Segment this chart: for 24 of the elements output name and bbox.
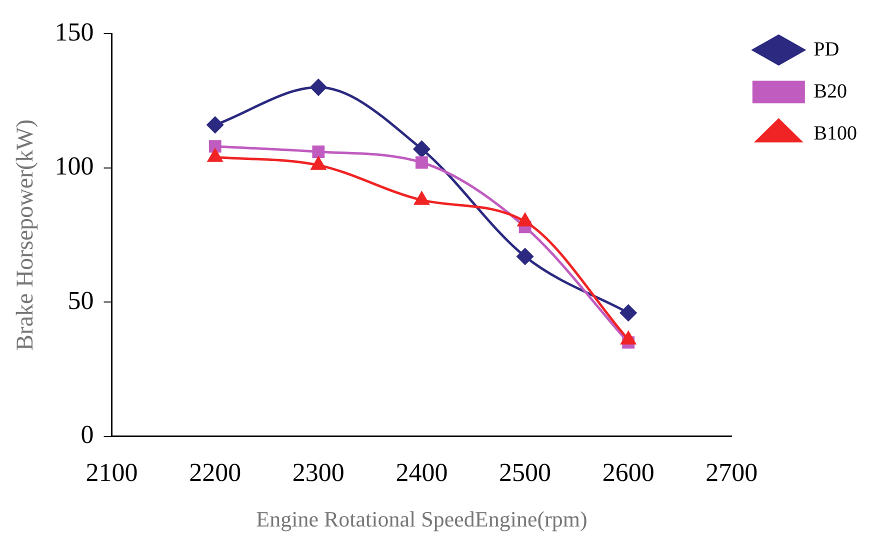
y-tick-label: 0 [80, 420, 94, 450]
x-tick-label: 2700 [706, 458, 758, 487]
legend-label: B100 [814, 122, 858, 144]
point [413, 140, 430, 158]
legend-label: B20 [814, 80, 848, 102]
x-tick-label: 2600 [602, 458, 654, 487]
point [620, 304, 637, 322]
legend-label: PD [814, 38, 840, 60]
y-tick-label: 150 [54, 17, 94, 46]
x-tick-label: 2500 [499, 458, 552, 487]
x-axis-title: Engine Rotational SpeedEngine(rpm) [256, 506, 588, 532]
y-tick-label: 50 [68, 286, 94, 315]
point [416, 156, 428, 169]
point [206, 116, 224, 134]
point [310, 79, 327, 96]
y-tick-label: 100 [54, 152, 94, 181]
x-tick-label: 2100 [86, 458, 138, 487]
x-tick-label: 2400 [396, 458, 448, 487]
point [312, 146, 325, 158]
point [516, 248, 534, 265]
x-tick-label: 2300 [292, 458, 344, 487]
x-tick-label: 2200 [189, 458, 242, 487]
point [208, 140, 222, 153]
y-axis-title: Brake Horsepower(kW) [12, 119, 39, 351]
